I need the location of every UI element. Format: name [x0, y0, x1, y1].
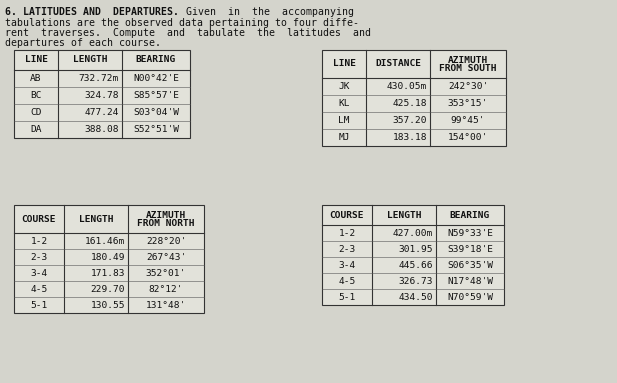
- Text: 4-5: 4-5: [338, 277, 355, 285]
- Text: N70°59'W: N70°59'W: [447, 293, 493, 301]
- Text: 1-2: 1-2: [30, 236, 48, 246]
- Text: S39°18'E: S39°18'E: [447, 244, 493, 254]
- Text: 430.05m: 430.05m: [387, 82, 427, 91]
- Text: LENGTH: LENGTH: [387, 211, 421, 219]
- Text: 427.00m: 427.00m: [393, 229, 433, 237]
- Text: JK: JK: [338, 82, 350, 91]
- Text: DISTANCE: DISTANCE: [375, 59, 421, 69]
- Text: 326.73: 326.73: [399, 277, 433, 285]
- Text: 171.83: 171.83: [91, 268, 125, 278]
- Text: 477.24: 477.24: [85, 108, 119, 117]
- Text: 2-3: 2-3: [338, 244, 355, 254]
- Text: departures of each course.: departures of each course.: [5, 39, 161, 49]
- Text: 445.66: 445.66: [399, 260, 433, 270]
- Text: 161.46m: 161.46m: [85, 236, 125, 246]
- Text: 130.55: 130.55: [91, 301, 125, 309]
- Text: LINE: LINE: [25, 56, 48, 64]
- Text: tabulations are the observed data pertaining to four diffe-: tabulations are the observed data pertai…: [5, 18, 359, 28]
- Text: LINE: LINE: [333, 59, 355, 69]
- Text: COURSE: COURSE: [329, 211, 364, 219]
- Text: FROM NORTH: FROM NORTH: [137, 219, 195, 228]
- Text: S03°04'W: S03°04'W: [133, 108, 179, 117]
- Text: S85°57'E: S85°57'E: [133, 91, 179, 100]
- Text: LM: LM: [338, 116, 350, 125]
- Text: S52°51'W: S52°51'W: [133, 125, 179, 134]
- Text: 732.72m: 732.72m: [79, 74, 119, 83]
- Text: 4-5: 4-5: [30, 285, 48, 293]
- Text: 3-4: 3-4: [338, 260, 355, 270]
- Text: 82°12': 82°12': [149, 285, 183, 293]
- Text: CD: CD: [30, 108, 42, 117]
- Text: N17°48'W: N17°48'W: [447, 277, 493, 285]
- Text: MJ: MJ: [338, 133, 350, 142]
- Text: LENGTH: LENGTH: [79, 214, 114, 224]
- Text: 229.70: 229.70: [91, 285, 125, 293]
- Bar: [322, 205, 504, 305]
- Text: 154°00': 154°00': [448, 133, 488, 142]
- Text: COURSE: COURSE: [22, 214, 56, 224]
- Text: FROM SOUTH: FROM SOUTH: [439, 64, 497, 73]
- Text: 353°15': 353°15': [448, 99, 488, 108]
- Text: 301.95: 301.95: [399, 244, 433, 254]
- Text: 267°43': 267°43': [146, 252, 186, 262]
- Text: 131°48': 131°48': [146, 301, 186, 309]
- Text: 180.49: 180.49: [91, 252, 125, 262]
- Text: BEARING: BEARING: [450, 211, 490, 219]
- Text: 388.08: 388.08: [85, 125, 119, 134]
- Text: 2-3: 2-3: [30, 252, 48, 262]
- Text: AB: AB: [30, 74, 42, 83]
- Text: DA: DA: [30, 125, 42, 134]
- Text: 99°45': 99°45': [451, 116, 485, 125]
- Text: 242°30': 242°30': [448, 82, 488, 91]
- Text: LENGTH: LENGTH: [73, 56, 107, 64]
- Text: 228°20': 228°20': [146, 236, 186, 246]
- Text: AZIMUTH: AZIMUTH: [448, 56, 488, 65]
- Text: 324.78: 324.78: [85, 91, 119, 100]
- Text: 5-1: 5-1: [30, 301, 48, 309]
- Text: 6. LATITUDES AND  DEPARTURES.: 6. LATITUDES AND DEPARTURES.: [5, 7, 179, 17]
- Text: N00°42'E: N00°42'E: [133, 74, 179, 83]
- Text: 434.50: 434.50: [399, 293, 433, 301]
- Text: 352°01': 352°01': [146, 268, 186, 278]
- Text: 357.20: 357.20: [392, 116, 427, 125]
- Bar: [14, 50, 190, 138]
- Text: S06°35'W: S06°35'W: [447, 260, 493, 270]
- Text: 5-1: 5-1: [338, 293, 355, 301]
- Text: 425.18: 425.18: [392, 99, 427, 108]
- Text: 3-4: 3-4: [30, 268, 48, 278]
- Bar: [14, 205, 204, 313]
- Text: AZIMUTH: AZIMUTH: [146, 211, 186, 220]
- Text: N59°33'E: N59°33'E: [447, 229, 493, 237]
- Text: 1-2: 1-2: [338, 229, 355, 237]
- Text: Given  in  the  accompanying: Given in the accompanying: [180, 7, 354, 17]
- Text: KL: KL: [338, 99, 350, 108]
- Text: rent  traverses.  Compute  and  tabulate  the  latitudes  and: rent traverses. Compute and tabulate the…: [5, 28, 371, 38]
- Text: BEARING: BEARING: [136, 56, 176, 64]
- Text: 183.18: 183.18: [392, 133, 427, 142]
- Bar: [322, 50, 506, 146]
- Text: BC: BC: [30, 91, 42, 100]
